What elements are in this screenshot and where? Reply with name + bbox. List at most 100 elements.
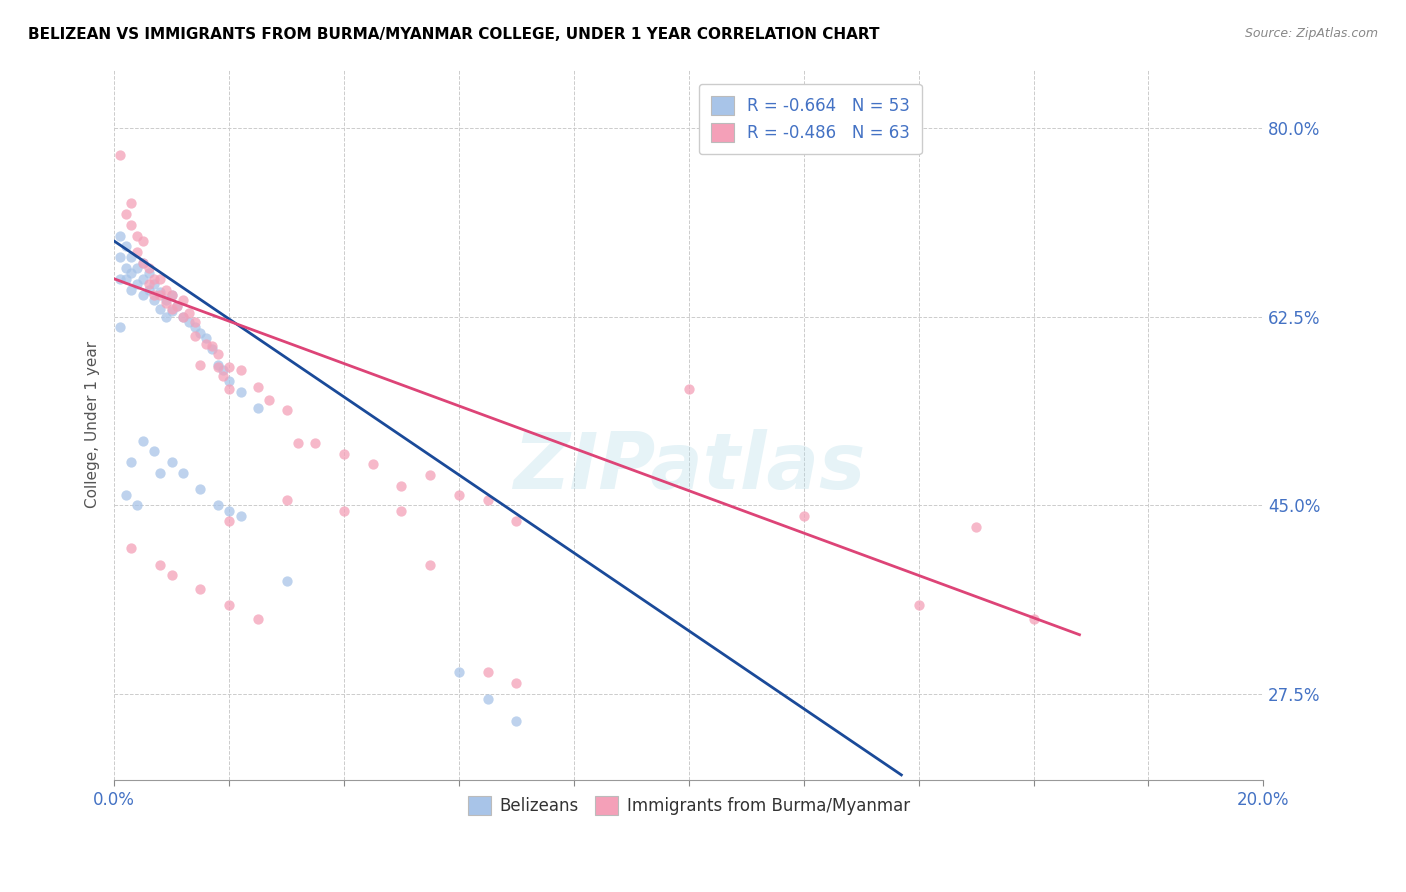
Point	[120, 218, 142, 232]
Point	[333, 504, 356, 518]
Point	[149, 301, 172, 316]
Point	[108, 320, 131, 334]
Point	[132, 255, 155, 269]
Point	[212, 368, 235, 383]
Point	[132, 255, 155, 269]
Point	[190, 358, 212, 372]
Point	[304, 435, 326, 450]
Text: BELIZEAN VS IMMIGRANTS FROM BURMA/MYANMAR COLLEGE, UNDER 1 YEAR CORRELATION CHAR: BELIZEAN VS IMMIGRANTS FROM BURMA/MYANMA…	[28, 27, 880, 42]
Point	[120, 541, 142, 556]
Point	[108, 272, 131, 286]
Point	[246, 379, 269, 393]
Point	[149, 285, 172, 299]
Point	[177, 315, 200, 329]
Point	[793, 509, 815, 524]
Point	[276, 574, 298, 588]
Point	[212, 363, 235, 377]
Point	[143, 272, 166, 286]
Point	[201, 342, 224, 356]
Text: Source: ZipAtlas.com: Source: ZipAtlas.com	[1244, 27, 1378, 40]
Point	[120, 267, 142, 281]
Point	[177, 306, 200, 320]
Point	[201, 339, 224, 353]
Point	[143, 293, 166, 308]
Point	[505, 515, 527, 529]
Point	[138, 267, 160, 281]
Legend: Belizeans, Immigrants from Burma/Myanmar: Belizeans, Immigrants from Burma/Myanmar	[457, 786, 920, 825]
Point	[477, 692, 499, 706]
Point	[143, 444, 166, 458]
Point	[190, 326, 212, 340]
Point	[138, 260, 160, 275]
Point	[246, 611, 269, 625]
Point	[172, 293, 194, 308]
Point	[160, 288, 183, 302]
Point	[149, 466, 172, 480]
Point	[166, 299, 188, 313]
Point	[108, 148, 131, 162]
Point	[419, 558, 441, 572]
Point	[218, 598, 240, 612]
Point	[143, 288, 166, 302]
Point	[419, 468, 441, 483]
Point	[120, 250, 142, 264]
Point	[207, 360, 229, 375]
Point	[276, 403, 298, 417]
Point	[333, 446, 356, 460]
Point	[160, 304, 183, 318]
Point	[505, 714, 527, 728]
Text: ZIPatlas: ZIPatlas	[513, 429, 865, 505]
Point	[259, 392, 281, 407]
Point	[207, 498, 229, 512]
Point	[505, 676, 527, 690]
Point	[477, 492, 499, 507]
Point	[218, 360, 240, 375]
Point	[229, 363, 252, 377]
Point	[1022, 611, 1045, 625]
Point	[218, 382, 240, 396]
Point	[132, 288, 155, 302]
Point	[127, 260, 149, 275]
Point	[246, 401, 269, 416]
Point	[160, 568, 183, 582]
Point	[190, 482, 212, 496]
Point	[138, 283, 160, 297]
Point	[155, 293, 177, 308]
Point	[183, 315, 205, 329]
Point	[207, 347, 229, 361]
Point	[391, 479, 413, 493]
Point	[132, 434, 155, 448]
Point	[160, 301, 183, 316]
Point	[127, 244, 149, 259]
Point	[172, 310, 194, 324]
Point	[287, 435, 309, 450]
Point	[149, 558, 172, 572]
Point	[120, 455, 142, 469]
Point	[127, 277, 149, 292]
Point	[477, 665, 499, 680]
Point	[114, 272, 136, 286]
Point	[143, 277, 166, 292]
Point	[207, 358, 229, 372]
Point	[183, 320, 205, 334]
Point	[361, 458, 384, 472]
Point	[132, 272, 155, 286]
Point	[155, 310, 177, 324]
Point	[447, 665, 470, 680]
Point	[190, 582, 212, 597]
Point	[108, 228, 131, 243]
Point	[160, 455, 183, 469]
Point	[155, 295, 177, 310]
Point	[447, 487, 470, 501]
Point	[132, 234, 155, 248]
Point	[127, 498, 149, 512]
Point	[391, 504, 413, 518]
Point	[160, 288, 183, 302]
Point	[218, 504, 240, 518]
Point	[195, 331, 218, 345]
Point	[149, 272, 172, 286]
Point	[149, 288, 172, 302]
Point	[276, 492, 298, 507]
Point	[166, 299, 188, 313]
Point	[678, 382, 700, 396]
